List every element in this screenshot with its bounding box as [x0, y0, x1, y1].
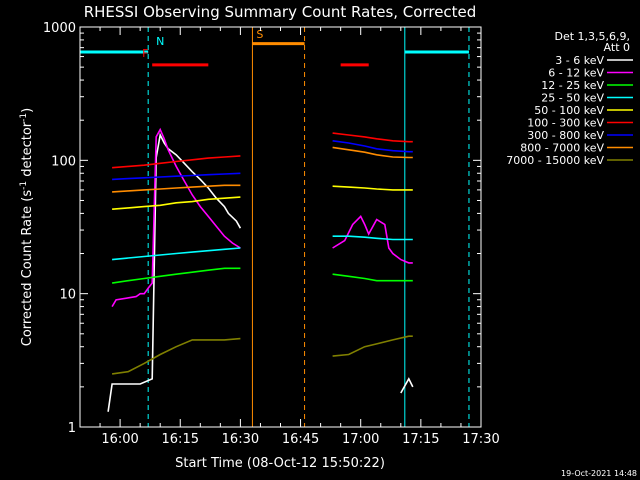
series-line-800-7000-kev — [332, 146, 413, 159]
y-axis-label-sup2: -1 — [19, 113, 29, 122]
series-line-800-7000-kev — [112, 184, 241, 193]
y-axis-label-end: ) — [20, 108, 35, 113]
y-axis-label-mid: detector — [20, 121, 35, 181]
series-line-12-25-kev — [111, 267, 241, 284]
y-tick-label: 1 — [68, 421, 76, 436]
x-axis-label: Start Time (08-Oct-12 15:50:22) — [175, 456, 385, 471]
plot-markers: NF S — [79, 27, 470, 427]
y-axis-label-main: Corrected Count Rate (s — [20, 190, 35, 347]
legend-label-800-7000-kev: 800 - 7000 keV — [520, 142, 604, 155]
x-tick-label: 16:00 — [101, 432, 138, 447]
series-line-300-800-kev — [332, 140, 413, 153]
legend-label-6-12-kev: 6 - 12 keV — [548, 67, 604, 80]
legend-label-7000-15000-kev: 7000 - 15000 keV — [506, 154, 604, 167]
x-tick-label: 17:00 — [342, 432, 379, 447]
series-line-7000-15000-kev — [332, 335, 413, 357]
series-line-12-25-kev — [332, 273, 413, 282]
series-line-6-12-kev — [111, 127, 241, 308]
series-line-25-50-kev — [332, 235, 413, 241]
legend-label-50-100-kev: 50 - 100 keV — [534, 104, 604, 117]
footer-date: 19-Oct-2021 14:48 — [561, 469, 637, 478]
chart-title: RHESSI Observing Summary Count Rates, Co… — [84, 3, 477, 21]
x-tick-label: 17:15 — [402, 432, 439, 447]
series-line-3-6-kev — [107, 132, 242, 412]
x-axis-ticks: 16:00 16:15 16:30 16:45 17:00 17:15 17:30 — [99, 27, 500, 447]
series-line-100-300-kev — [332, 132, 413, 143]
x-tick-label: 17:30 — [462, 432, 499, 447]
series-line-100-300-kev — [112, 155, 241, 169]
series-line-6-12-kev — [332, 215, 413, 264]
legend-header-line2: Att 0 — [604, 41, 630, 54]
y-tick-label: 10 — [59, 288, 76, 303]
y-tick-label: 1000 — [43, 21, 76, 36]
series-line-3-6-kev — [400, 377, 414, 394]
series-line-50-100-kev — [112, 196, 241, 210]
legend-label-25-50-kev: 25 - 50 keV — [541, 92, 604, 105]
y-tick-label: 100 — [51, 154, 76, 169]
plot-series — [107, 127, 414, 412]
annotation-s: S — [256, 28, 263, 41]
series-line-7000-15000-kev — [111, 337, 241, 375]
legend-label-300-800-kev: 300 - 800 keV — [527, 129, 604, 142]
annotation-n: N — [156, 35, 164, 48]
y-axis-label-sup1: -1 — [19, 181, 29, 190]
series-line-50-100-kev — [332, 185, 413, 191]
series-line-25-50-kev — [112, 247, 241, 261]
series-line-300-800-kev — [112, 172, 241, 181]
annotation-f: F — [142, 47, 148, 60]
y-axis-label: Corrected Count Rate (s-1 detector-1) — [19, 108, 35, 346]
y-axis-ticks: 1 10 100 1000 — [43, 21, 481, 436]
legend-label-3-6-kev: 3 - 6 keV — [555, 54, 604, 67]
x-tick-label: 16:45 — [282, 432, 319, 447]
x-tick-label: 16:15 — [162, 432, 199, 447]
x-tick-label: 16:30 — [222, 432, 259, 447]
legend-header-line1: Det 1,3,5,6,9, — [554, 30, 630, 43]
legend-label-12-25-kev: 12 - 25 keV — [541, 79, 604, 92]
legend-label-100-300-kev: 100 - 300 keV — [527, 117, 604, 130]
